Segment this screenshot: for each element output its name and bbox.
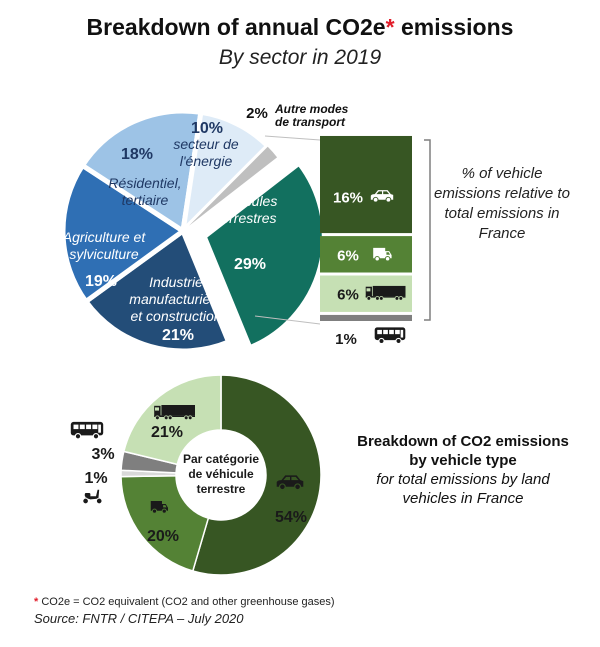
connector-line-bottom [254, 315, 321, 325]
bus-icon [70, 421, 104, 440]
scooter-icon [82, 489, 103, 505]
truck-icon [154, 405, 195, 421]
vehicle-type-heading: Breakdown of CO2 emissions by vehicle ty… [357, 433, 569, 469]
pie-slice-1 [83, 228, 232, 354]
donut-value-label: 1% [84, 470, 107, 487]
pie-slice-4 [180, 109, 271, 234]
van-icon [150, 501, 168, 514]
pie-slice-5 [182, 145, 279, 232]
donut-value-label: 20% [147, 528, 179, 545]
pie-slice-label: tertiaire [122, 192, 169, 208]
pie-slice-label: de transport [275, 115, 346, 129]
bar-value-label: 1% [335, 331, 357, 348]
bar-segment-buses [320, 314, 412, 321]
pie-slice-2 [60, 162, 186, 305]
pie-slice-label: Véhicules [217, 193, 278, 209]
bus-icon [374, 327, 406, 345]
bar-value-label: 6% [337, 287, 359, 304]
pie-slice-value: 21% [162, 327, 194, 344]
pie-slice-value: 2% [246, 105, 268, 122]
pie-slice-label: terrestres [217, 210, 276, 226]
pie-slice-value: 18% [121, 146, 153, 163]
pie-slice-label: Agriculture et [62, 229, 147, 245]
vehicle-share-caption: % of vehicle emissions relative to total… [434, 165, 570, 242]
vehicle-type-caption: Breakdown of CO2 emissions by vehicle ty… [356, 432, 570, 508]
title-asterisk: * [385, 14, 395, 40]
donut-value-label: 21% [151, 424, 183, 441]
pie-slice-label: l'énergie [180, 153, 233, 169]
van-icon [373, 247, 392, 262]
donut-center-label: terrestre [197, 482, 246, 496]
donut-hole [176, 430, 266, 520]
pie-slice-value: 10% [191, 120, 223, 137]
chart-title: Breakdown of annual CO2e* emissions [86, 14, 514, 40]
bar-segment-vans [320, 236, 412, 273]
donut-value-label: 54% [275, 509, 307, 526]
source-note: Source: FNTR / CITEPA – July 2020 [34, 611, 244, 626]
pie-slice-label: manufacturière [129, 291, 223, 307]
donut-center-label: Par catégorie [183, 452, 259, 466]
vehicle-type-subheading: for total emissions by land vehicles in … [376, 471, 550, 507]
pie-slice-label: secteur de [173, 136, 239, 152]
bar-value-label: 6% [337, 247, 359, 264]
pie-slice-label: Industrie [149, 274, 203, 290]
donut-center-label: de véhicule [188, 467, 254, 481]
bar-segment-cars [320, 135, 412, 234]
car-icon [370, 190, 394, 203]
pie-slice-value: 29% [234, 256, 266, 273]
pie-slice-label: Résidentiel, [108, 175, 181, 191]
bar-value-label: 16% [333, 190, 363, 207]
pie-slice-3 [79, 108, 204, 234]
footnote: * CO2e = CO2 equivalent (CO2 and other g… [34, 596, 335, 608]
donut-value-label: 3% [91, 446, 114, 463]
bracket [424, 139, 431, 321]
pie-slice-label: sylviculture [69, 246, 138, 262]
pie-slice-label: et construction [130, 308, 221, 324]
car-icon [276, 475, 304, 491]
pie-slice-value: 19% [85, 273, 117, 290]
truck-icon [365, 285, 406, 301]
vehicle-share-stacked-bar: 16% 6% 6% 1% [254, 135, 431, 348]
connector-line-top [264, 135, 321, 141]
chart-subtitle: By sector in 2019 [218, 46, 382, 69]
pie-slice-label: Autre modes [274, 102, 349, 116]
